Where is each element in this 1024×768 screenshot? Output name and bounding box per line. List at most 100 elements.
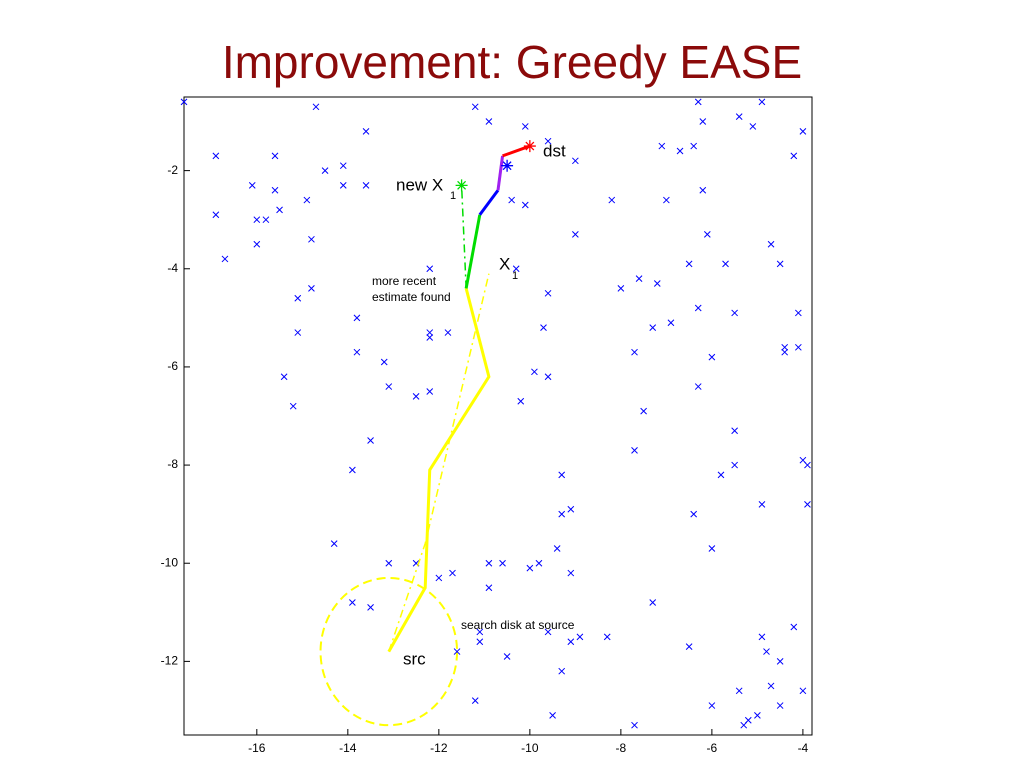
node-marker — [631, 721, 638, 729]
x-tick-label: -4 — [798, 741, 809, 755]
y-tick-label: -6 — [167, 359, 178, 373]
node-marker — [744, 716, 752, 724]
node-marker — [790, 152, 798, 160]
route-line — [502, 144, 531, 158]
node-marker — [221, 255, 229, 263]
annotation: search disk at source — [461, 618, 575, 632]
node-marker — [303, 196, 311, 204]
node-marker — [271, 152, 279, 160]
node-marker — [631, 447, 638, 454]
node-marker — [767, 682, 775, 690]
node-marker — [781, 343, 789, 351]
node-marker — [635, 275, 643, 282]
node-marker — [758, 633, 766, 641]
node-marker — [367, 604, 374, 611]
node-marker — [763, 648, 770, 655]
x-tick-label: -16 — [248, 741, 266, 755]
node-marker — [540, 324, 547, 332]
y-tick-label: -12 — [161, 654, 179, 668]
node-marker — [653, 280, 661, 287]
node-marker — [444, 329, 452, 336]
x-tick-label: -10 — [521, 741, 539, 755]
route-line — [478, 189, 500, 216]
node-marker — [649, 599, 657, 606]
x-tick-label: -12 — [430, 741, 448, 755]
node-marker — [485, 559, 493, 567]
node-marker — [558, 667, 566, 675]
node-marker — [799, 128, 807, 135]
node-marker — [248, 181, 256, 189]
node-marker — [280, 373, 288, 381]
node-marker — [471, 103, 479, 111]
node-marker — [485, 584, 493, 592]
node-marker — [694, 98, 702, 106]
plot-area: -16 -14 -12 -10 -8 -6 -4 -2 -4 -6 -8 -10 -12 — [161, 98, 811, 755]
node-marker — [435, 574, 443, 582]
node-marker — [385, 383, 393, 390]
node-marker — [549, 712, 556, 719]
node-marker — [685, 260, 693, 268]
node-marker — [667, 319, 675, 327]
node-marker — [731, 427, 738, 435]
node-marker — [308, 285, 315, 292]
y-tick-label: -2 — [167, 163, 178, 177]
node-marker — [804, 461, 811, 469]
node-marker — [567, 505, 575, 513]
node-marker — [531, 368, 538, 376]
node-marker — [690, 510, 698, 518]
annotation: estimate found — [372, 290, 451, 304]
node-marker — [576, 633, 584, 641]
star-marker — [455, 179, 468, 192]
node-marker — [180, 98, 188, 106]
node-marker — [794, 309, 802, 317]
annotation-subscript: 1 — [512, 270, 518, 282]
node-marker — [544, 373, 552, 381]
node-marker — [781, 348, 789, 356]
node-marker — [212, 152, 220, 160]
node-marker — [385, 559, 393, 567]
node-marker — [476, 638, 484, 646]
annotation: X — [499, 254, 510, 273]
node-marker — [722, 260, 729, 268]
node-marker — [804, 500, 811, 508]
node-marker — [776, 260, 784, 268]
node-marker — [426, 334, 434, 341]
star-marker — [523, 140, 536, 153]
node-marker — [567, 569, 575, 577]
node-marker — [699, 186, 707, 194]
route-line — [496, 155, 505, 191]
node-marker — [517, 397, 525, 405]
star-marker — [501, 159, 514, 172]
node-marker — [485, 118, 493, 125]
node-marker — [685, 643, 693, 651]
node-marker — [694, 304, 702, 312]
node-marker — [503, 653, 511, 660]
node-marker — [426, 265, 434, 273]
node-marker — [708, 702, 716, 709]
node-marker — [731, 309, 738, 317]
node-marker — [776, 702, 784, 709]
annotation-subscript: 1 — [450, 190, 456, 202]
y-tick-label: -8 — [167, 457, 178, 471]
node-marker — [212, 211, 220, 219]
node-marker — [321, 167, 329, 174]
node-marker — [567, 638, 575, 646]
node-marker — [367, 437, 374, 444]
node-marker — [253, 216, 261, 224]
node-marker — [731, 461, 738, 469]
node-marker — [794, 343, 802, 351]
y-tick-label: -4 — [167, 261, 178, 275]
annotation: src — [403, 649, 426, 668]
node-marker — [253, 240, 261, 248]
node-marker — [799, 687, 807, 695]
annotation: new X — [396, 175, 443, 194]
node-marker — [499, 559, 506, 567]
node-marker — [663, 196, 670, 204]
node-marker — [717, 471, 725, 479]
node-marker — [608, 196, 616, 204]
node-marker — [544, 289, 552, 297]
node-marker — [521, 201, 529, 209]
route-line — [464, 214, 482, 289]
node-marker — [426, 388, 434, 395]
